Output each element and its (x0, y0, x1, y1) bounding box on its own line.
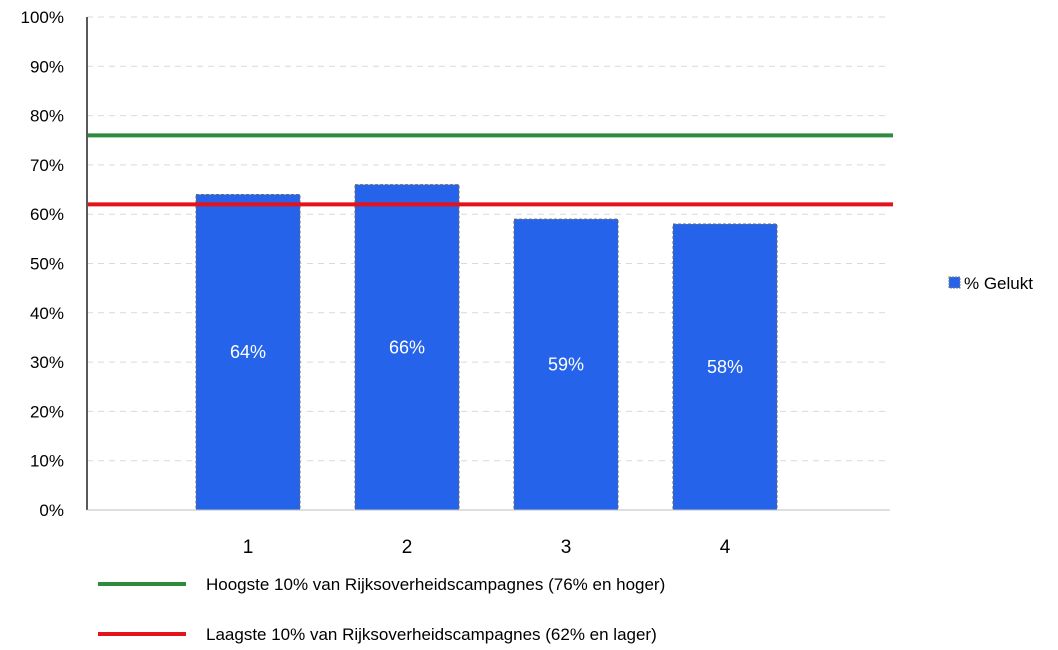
y-tick-label: 60% (30, 205, 64, 224)
y-tick-label: 10% (30, 452, 64, 471)
x-axis-ticks: 1 2 3 4 (243, 537, 731, 558)
bars: 64% 66% 59% 58% (195, 184, 778, 511)
y-tick-label: 70% (30, 156, 64, 175)
legend-swatch (948, 276, 961, 289)
reference-line-note: Hoogste 10% van Rijksoverheidscampagnes … (206, 575, 665, 594)
y-tick-label: 80% (30, 107, 64, 126)
y-tick-label: 40% (30, 304, 64, 323)
y-tick-label: 100% (21, 8, 64, 27)
y-tick-label: 30% (30, 353, 64, 372)
bar-data-label: 64% (230, 342, 266, 362)
legend: % Gelukt (948, 274, 1033, 293)
y-tick-label: 20% (30, 402, 64, 421)
bar-data-label: 59% (548, 355, 584, 375)
bar (672, 223, 778, 511)
bar (354, 184, 460, 511)
legend-label: % Gelukt (964, 274, 1033, 293)
bar (513, 218, 619, 511)
y-axis-ticks: 0% 10% 20% 30% 40% 50% 60% 70% 80% 90% 100% (21, 8, 64, 520)
x-tick-label: 4 (720, 537, 731, 558)
bar (195, 193, 301, 511)
x-tick-label: 3 (561, 537, 572, 558)
reference-line-note: Laagste 10% van Rijksoverheidscampagnes … (206, 625, 657, 644)
reference-line-notes: Hoogste 10% van Rijksoverheidscampagnes … (98, 575, 665, 644)
reference-lines (87, 133, 893, 207)
x-tick-label: 1 (243, 537, 254, 558)
bar-data-label: 58% (707, 357, 743, 377)
bar-data-label: 66% (389, 337, 425, 357)
y-tick-label: 90% (30, 57, 64, 76)
y-tick-label: 0% (39, 501, 64, 520)
x-tick-label: 2 (402, 537, 413, 558)
y-tick-label: 50% (30, 255, 64, 274)
